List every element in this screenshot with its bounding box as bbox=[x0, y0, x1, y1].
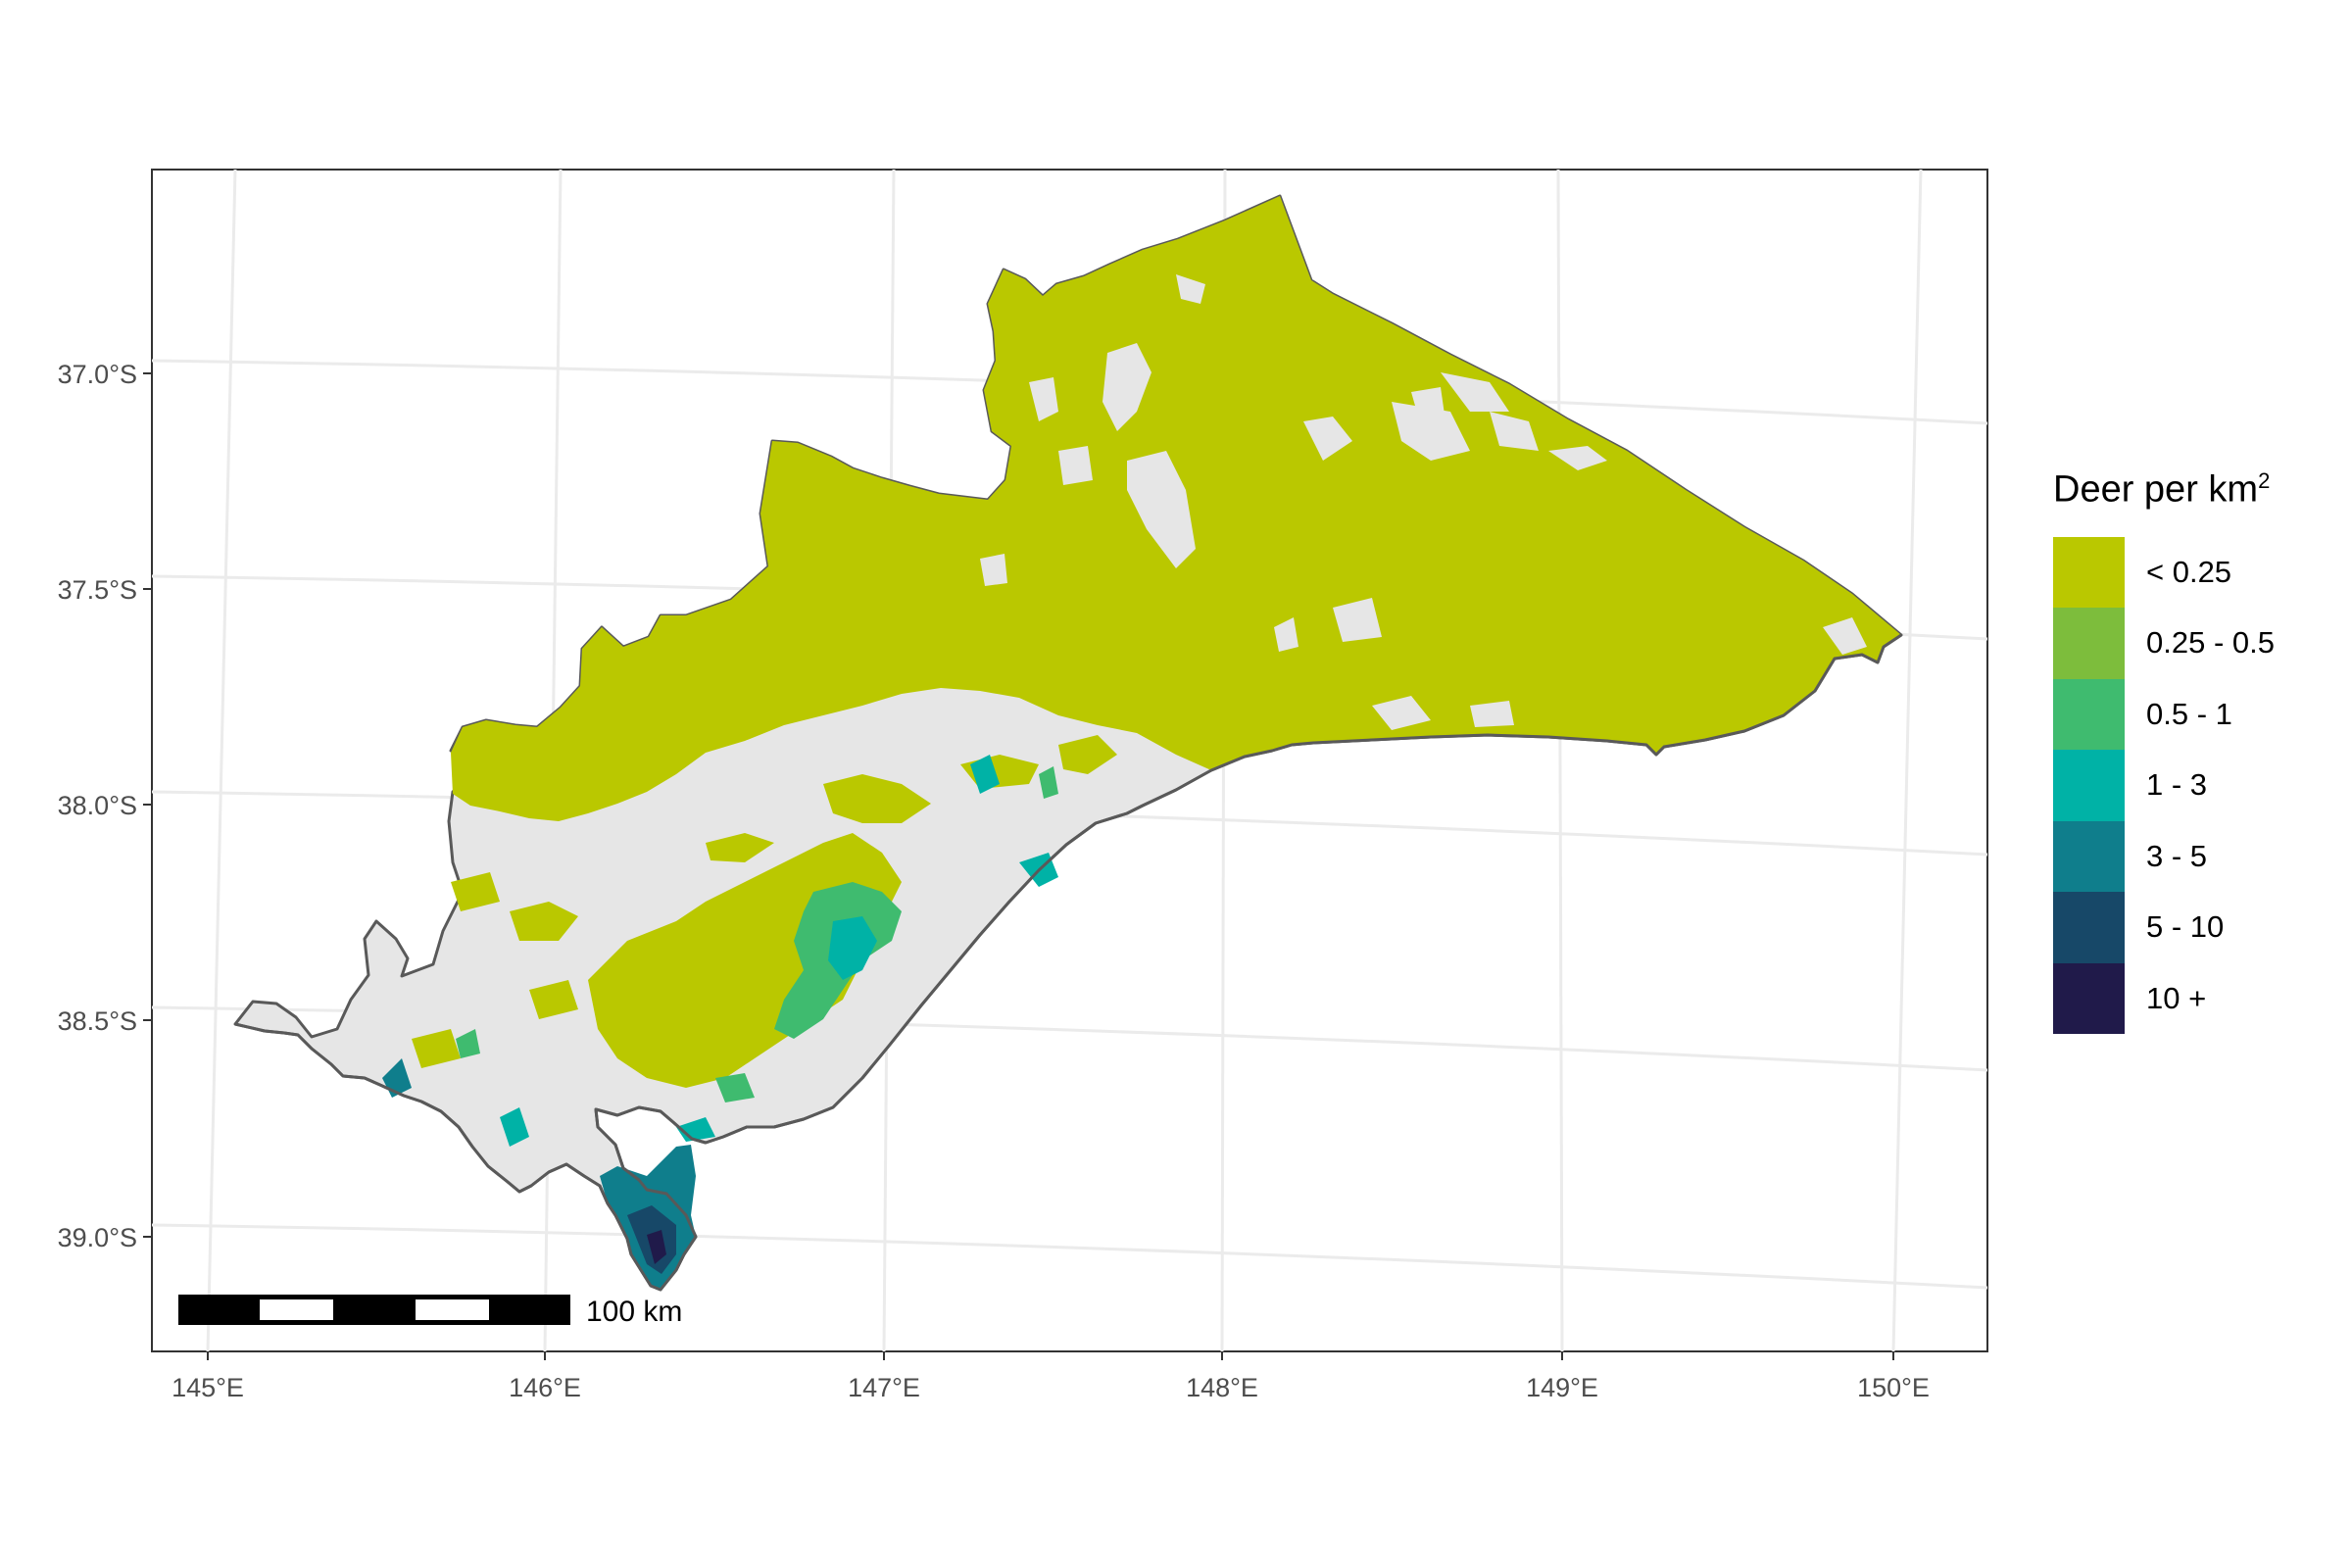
legend-label: 0.25 - 0.5 bbox=[2146, 625, 2275, 661]
legend-label: 10 + bbox=[2146, 980, 2207, 1015]
legend-label: 5 - 10 bbox=[2146, 909, 2225, 945]
legend-title-text: Deer per km bbox=[2053, 468, 2259, 511]
nodata-patches bbox=[980, 274, 1867, 730]
y-axis: 37.0°S 37.5°S 38.0°S 38.5°S 39.0°S bbox=[58, 360, 152, 1252]
x-tick-label: 150°E bbox=[1857, 1373, 1930, 1402]
legend-swatch bbox=[2053, 608, 2125, 679]
scale-bar-label: 100 km bbox=[586, 1296, 682, 1328]
legend-swatch bbox=[2053, 750, 2125, 821]
legend: Deer per km2 < 0.25 0.25 - 0.5 0.5 - 1 1 - … bbox=[2053, 468, 2347, 1035]
legend-item: 3 - 5 bbox=[2053, 820, 2347, 893]
legend-item: < 0.25 bbox=[2053, 536, 2347, 609]
density-mid-patches bbox=[382, 755, 1058, 1147]
legend-label: 1 - 3 bbox=[2146, 767, 2208, 803]
legend-item: 0.25 - 0.5 bbox=[2053, 608, 2347, 679]
legend-title: Deer per km2 bbox=[2053, 468, 2347, 512]
y-tick-label: 37.0°S bbox=[58, 360, 137, 389]
legend-item: 5 - 10 bbox=[2053, 892, 2347, 963]
x-tick-label: 145°E bbox=[172, 1373, 244, 1402]
density-high-promontory bbox=[600, 1145, 696, 1290]
legend-label: < 0.25 bbox=[2146, 554, 2232, 589]
x-axis: 145°E 146°E 147°E 148°E 149°E 150°E bbox=[172, 1351, 1930, 1402]
legend-item: 10 + bbox=[2053, 962, 2347, 1035]
y-tick-label: 38.5°S bbox=[58, 1006, 137, 1036]
y-tick-label: 38.0°S bbox=[58, 791, 137, 820]
y-tick-label: 39.0°S bbox=[58, 1223, 137, 1252]
x-tick-label: 148°E bbox=[1186, 1373, 1258, 1402]
scale-bar: 100 km bbox=[178, 1295, 682, 1328]
legend-swatch bbox=[2053, 678, 2125, 751]
x-tick-label: 147°E bbox=[848, 1373, 920, 1402]
legend-swatch bbox=[2053, 536, 2125, 609]
legend-item: 1 - 3 bbox=[2053, 750, 2347, 821]
x-tick-label: 149°E bbox=[1526, 1373, 1598, 1402]
legend-title-superscript: 2 bbox=[2258, 468, 2271, 493]
legend-label: 3 - 5 bbox=[2146, 838, 2208, 873]
legend-item: 0.5 - 1 bbox=[2053, 678, 2347, 751]
legend-label: 0.5 - 1 bbox=[2146, 696, 2232, 731]
legend-swatch bbox=[2053, 892, 2125, 963]
legend-swatch bbox=[2053, 962, 2125, 1035]
legend-swatch bbox=[2053, 820, 2125, 893]
coastline bbox=[234, 633, 1902, 1292]
legend-items: < 0.25 0.25 - 0.5 0.5 - 1 1 - 3 3 - 5 5 - 10 1… bbox=[2053, 536, 2347, 1035]
x-tick-label: 146°E bbox=[509, 1373, 581, 1402]
y-tick-label: 37.5°S bbox=[58, 575, 137, 605]
